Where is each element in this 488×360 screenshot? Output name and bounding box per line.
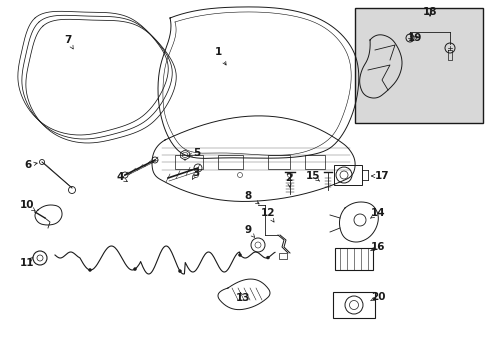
Text: 1: 1	[214, 47, 221, 57]
Text: 4: 4	[116, 172, 123, 182]
Circle shape	[178, 270, 181, 273]
Bar	[267, 155, 289, 169]
Text: 17: 17	[374, 171, 388, 181]
Text: 5: 5	[193, 148, 200, 158]
Text: 7: 7	[64, 35, 72, 45]
Text: 6: 6	[24, 160, 32, 170]
Text: 15: 15	[305, 171, 320, 181]
Circle shape	[133, 267, 136, 271]
Text: 16: 16	[370, 242, 385, 252]
Text: 11: 11	[20, 258, 34, 268]
Text: 10: 10	[20, 200, 34, 210]
Text: 2: 2	[285, 173, 292, 183]
Circle shape	[88, 269, 91, 271]
Text: 20: 20	[370, 292, 385, 302]
Bar	[279, 253, 286, 259]
Text: 3: 3	[192, 168, 199, 178]
Text: 14: 14	[370, 208, 385, 218]
Text: 9: 9	[244, 225, 251, 235]
Text: 18: 18	[422, 7, 436, 17]
Text: 8: 8	[244, 191, 251, 201]
Bar	[175, 155, 203, 169]
Bar	[333, 165, 361, 185]
Text: 12: 12	[260, 208, 275, 218]
Text: 13: 13	[235, 293, 250, 303]
Circle shape	[266, 256, 269, 259]
Circle shape	[238, 253, 241, 257]
Bar	[354, 8, 482, 123]
Bar	[332, 292, 374, 318]
Bar	[305, 155, 325, 169]
Text: 19: 19	[407, 33, 421, 43]
Bar	[334, 248, 372, 270]
Bar	[218, 155, 243, 169]
